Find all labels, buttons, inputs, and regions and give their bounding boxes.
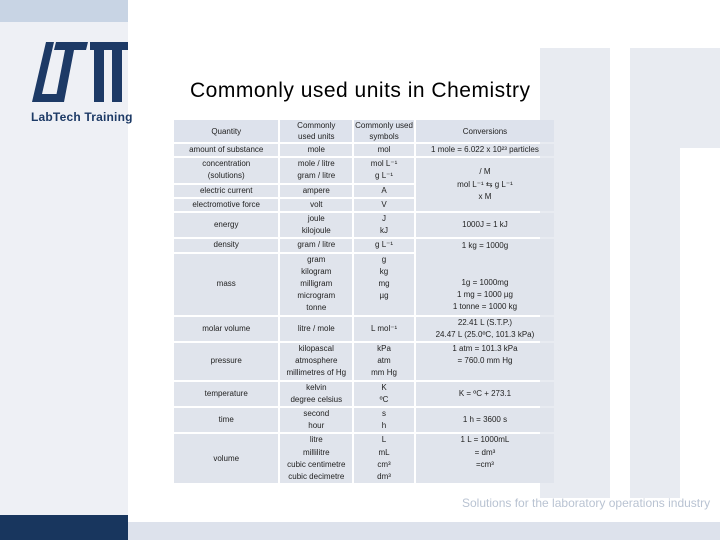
table-header-row: Quantity Commonly used units Commonly use… <box>174 120 554 142</box>
watermark-logo <box>540 48 720 498</box>
units-cell: volt <box>280 198 353 212</box>
conversion-cell: 1 atm = 101.3 kPa = 760.0 mm Hg <box>415 343 554 380</box>
units-cell: litre millilitre cubic centimetre cubic dec… <box>280 434 353 484</box>
bottom-accent-bar <box>0 515 128 540</box>
units-cell: joule kilojoule <box>280 213 353 238</box>
quantity-cell: time <box>174 408 279 433</box>
table-row: pressure kilopascal atmosphere millimetres… <box>174 343 554 380</box>
symbols-cell: L mol⁻¹ <box>354 316 414 342</box>
units-cell: litre / mole <box>280 316 353 342</box>
quantity-cell: electric current <box>174 184 279 197</box>
table-row: density gram / litre g L⁻¹ 1 kg = 1000g … <box>174 239 554 315</box>
top-accent-bar <box>0 0 128 22</box>
quantity-cell: concentration (solutions) <box>174 158 279 183</box>
units-cell: gram / litre <box>280 239 353 252</box>
header-conversions: Conversions <box>415 120 554 142</box>
symbols-cell: g kg mg µg <box>354 253 414 315</box>
conversion-cell: 22.41 L (S.T.P.) 24.47 L (25.0ºC, 101.3 k… <box>415 316 554 342</box>
table-row: mass gram kilogram milligram microgram tonne… <box>174 253 554 315</box>
header-symbols: Commonly used symbols <box>354 120 414 142</box>
quantity-cell: energy <box>174 213 279 238</box>
conversion-cell: 1 h = 3600 s <box>415 408 554 433</box>
header-quantity: Quantity <box>174 120 279 142</box>
symbols-cell: g L⁻¹ <box>354 239 414 252</box>
page-title: Commonly used units in Chemistry <box>190 79 531 102</box>
symbols-cell: mol L⁻¹ g L⁻¹ <box>354 158 414 183</box>
quantity-cell: amount of substance <box>174 144 279 157</box>
units-table: Quantity Commonly used units Commonly use… <box>172 118 556 485</box>
units-cell: kilopascal atmosphere millimetres of Hg <box>280 343 353 380</box>
table-row: electromotive force volt V <box>174 198 554 212</box>
units-cell: second hour <box>280 408 353 433</box>
bottom-strip <box>128 522 720 540</box>
tagline: Solutions for the laboratory operations … <box>462 496 711 510</box>
quantity-cell: electromotive force <box>174 198 279 212</box>
quantity-cell: temperature <box>174 381 279 407</box>
units-cell: mole <box>280 144 353 157</box>
table-row: electric current ampere A <box>174 184 554 197</box>
units-cell: mole / litre gram / litre <box>280 158 353 183</box>
symbols-cell: V <box>354 198 414 212</box>
logo-text: LabTech Training <box>31 110 133 124</box>
table-row: molar volume litre / mole L mol⁻¹ 22.41 … <box>174 316 554 342</box>
symbols-cell: mol <box>354 144 414 157</box>
units-cell: ampere <box>280 184 353 197</box>
units-cell: gram kilogram milligram microgram tonne <box>280 253 353 315</box>
conversion-cell: 1000J = 1 kJ <box>415 213 554 238</box>
side-panel <box>0 22 128 515</box>
symbols-cell: A <box>354 184 414 197</box>
table-row: concentration (solutions) mole / litre gra… <box>174 158 554 212</box>
conversion-cell: 1 mole = 6.022 x 10²³ particles <box>415 144 554 157</box>
conversion-cell: 1 kg = 1000g 1g = 1000mg 1 mg = 1000 µg 1 … <box>415 239 554 315</box>
units-cell: kelvin degree celsius <box>280 381 353 407</box>
quantity-cell: pressure <box>174 343 279 380</box>
table-row: volume litre millilitre cubic centimetre cu… <box>174 434 554 484</box>
header-units: Commonly used units <box>280 120 353 142</box>
symbols-cell: kPa atm mm Hg <box>354 343 414 380</box>
conversion-cell: 1 L = 1000mL = dm³ =cm³ <box>415 434 554 484</box>
conversion-cell: K = ºC + 273.1 <box>415 381 554 407</box>
table-row: amount of substance mole mol 1 mole = 6.… <box>174 144 554 157</box>
quantity-cell: volume <box>174 434 279 484</box>
ltt-logo-icon <box>32 42 128 102</box>
quantity-cell: mass <box>174 253 279 315</box>
quantity-cell: density <box>174 239 279 252</box>
quantity-cell: molar volume <box>174 316 279 342</box>
